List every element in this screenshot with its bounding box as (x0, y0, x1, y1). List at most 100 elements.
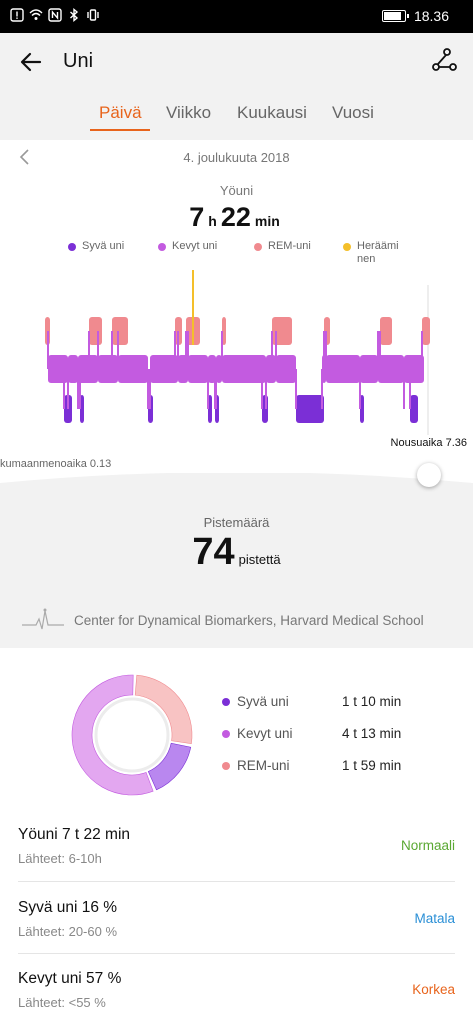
breakdown-dot (222, 697, 230, 706)
stat-row-light[interactable]: Kevyt uni 57 % Lähteet: <55 % Korkea (18, 970, 455, 1024)
credit-text: Center for Dynamical Biomarkers, Harvard… (74, 612, 424, 628)
sleep-score: 74 pistettä (0, 531, 473, 574)
legend-dot (254, 243, 262, 251)
legend-dot (68, 243, 76, 251)
score-section: Pistemäärä 74 pistettä Center for Dynamic… (0, 463, 473, 648)
sleep-segment-light (118, 355, 148, 383)
legend-label: Kevyt uni (172, 240, 218, 252)
app-bar: Uni Päivä Viikko Kuukausi Vuosi (0, 33, 473, 140)
stat-reference: Lähteet: <55 % (18, 995, 106, 1010)
donut-inner-ring (94, 697, 170, 773)
wifi-icon (29, 9, 43, 20)
stat-reference: Lähteet: 6-10h (18, 851, 102, 866)
date-label: 4. joulukuuta 2018 (183, 150, 290, 165)
score-value: 74 (192, 531, 235, 573)
clock: 18.36 (413, 8, 449, 24)
sleep-segment-rem (112, 317, 128, 345)
stat-status: Matala (414, 911, 455, 926)
sleep-segment-light (276, 355, 296, 383)
breakdown-value: 4 t 13 min (342, 726, 402, 741)
alert-icon (10, 8, 24, 22)
sleep-chart-card: 4. joulukuuta 2018 Yöuni 7 h 22 min Syvä un… (0, 140, 473, 473)
sleep-stats: Syvä uni 1 t 10 min Kevyt uni 4 t 13 min… (0, 657, 473, 1024)
sleep-segment-light (326, 355, 360, 383)
status-icons (10, 8, 100, 22)
tab-day[interactable]: Päivä (99, 103, 142, 122)
donut-slice (134, 674, 193, 745)
page-title: Uni (63, 50, 94, 72)
sleep-minutes: 22 (220, 202, 251, 232)
sleep-segment-light (188, 355, 208, 383)
sleep-hours-unit: h (208, 213, 217, 229)
rise-time-label: Nousuaika 7.36 (390, 437, 467, 449)
sleep-segment-deep (410, 395, 418, 423)
active-tab-indicator (90, 129, 150, 131)
sleep-segment-light (150, 355, 178, 383)
donut-slice (147, 742, 192, 791)
score-label: Pistemäärä (203, 515, 270, 530)
sleep-segment-rem (422, 317, 430, 345)
sleep-segment-rem (89, 317, 102, 345)
period-tabs: Päivä Viikko Kuukausi Vuosi (0, 103, 473, 133)
heartbeat-logo-icon (22, 608, 64, 630)
legend-label: Heräämi nen (357, 240, 399, 265)
sleep-minutes-unit: min (254, 213, 280, 229)
sleep-segment-light (68, 355, 78, 383)
breakdown-dot (222, 761, 230, 770)
bluetooth-icon (70, 8, 79, 22)
status-bar: 18.36 (0, 0, 473, 33)
legend-dot (343, 243, 351, 251)
time-slider-handle[interactable] (417, 463, 441, 487)
sleep-segment-light (378, 355, 404, 383)
sleep-segment-awake (192, 270, 194, 345)
stat-status: Normaali (400, 838, 455, 853)
breakdown-deep: Syvä uni 1 t 10 min (222, 694, 422, 709)
breakdown-label: REM-uni (237, 758, 290, 773)
stat-row-total[interactable]: Yöuni 7 t 22 min Lähteet: 6-10h Normaali (18, 826, 455, 896)
stat-reference: Lähteet: 20-60 % (18, 924, 118, 939)
tab-year[interactable]: Vuosi (332, 103, 374, 122)
divider (18, 953, 455, 954)
sleep-segment-rem (380, 317, 392, 345)
tab-week[interactable]: Viikko (166, 103, 212, 122)
status-right: 18.36 (381, 8, 449, 24)
breakdown-label: Kevyt uni (237, 726, 293, 741)
breakdown-dot (222, 729, 230, 738)
legend-awake: Heräämi nen (343, 240, 399, 266)
sleep-segment-light (360, 355, 378, 383)
stat-row-deep[interactable]: Syvä uni 16 % Lähteet: 20-60 % Matala (18, 899, 455, 969)
legend-rem: REM-uni (254, 240, 311, 252)
vibrate-icon (87, 9, 99, 21)
sleep-hours: 7 (189, 202, 205, 232)
sleep-label: Yöuni (219, 183, 254, 198)
nfc-icon (48, 8, 62, 22)
stat-main: Syvä uni 16 % (18, 899, 118, 916)
breakdown-light: Kevyt uni 4 t 13 min (222, 726, 422, 741)
previous-day-icon[interactable] (18, 148, 32, 166)
score-unit: pistettä (238, 552, 281, 567)
bedtime-label: kumaanmenoaika 0.13 (0, 458, 112, 470)
legend-label: REM-uni (268, 240, 311, 252)
sleep-stage-chart (45, 270, 430, 435)
legend-light: Kevyt uni (158, 240, 217, 252)
breakdown-label: Syvä uni (237, 694, 289, 709)
battery-icon (381, 10, 409, 22)
stat-main: Yöuni 7 t 22 min (18, 826, 131, 843)
legend-deep: Syvä uni (68, 240, 124, 252)
divider (18, 881, 455, 882)
breakdown-rem: REM-uni 1 t 59 min (222, 758, 422, 773)
sleep-segment-light (216, 355, 222, 383)
breakdown-value: 1 t 59 min (342, 758, 402, 773)
curve-edge (0, 471, 473, 483)
donut-slice (71, 674, 154, 796)
tab-month[interactable]: Kuukausi (237, 103, 307, 122)
back-arrow-icon[interactable] (18, 49, 44, 75)
credit: Center for Dynamical Biomarkers, Harvard… (22, 607, 424, 633)
stat-main: Kevyt uni 57 % (18, 970, 122, 987)
breakdown-value: 1 t 10 min (342, 694, 402, 709)
sleep-stage-donut (71, 674, 193, 796)
sleep-duration: 7 h 22 min (0, 202, 473, 233)
share-icon[interactable] (431, 47, 457, 73)
sleep-segment-light (98, 355, 118, 383)
legend-dot (158, 243, 166, 251)
